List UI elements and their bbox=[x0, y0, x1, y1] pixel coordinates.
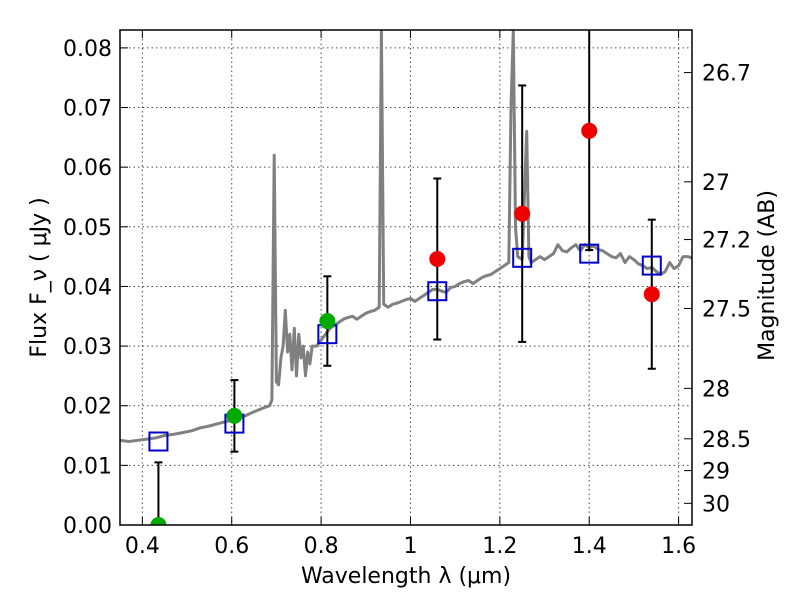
mag-tick-label: 30 bbox=[702, 492, 730, 517]
model-point bbox=[427, 281, 448, 302]
plot-frame bbox=[119, 29, 693, 526]
y-axis-label: Flux F_ν ( μJy ) bbox=[27, 197, 52, 357]
mag-tick-label: 28.5 bbox=[702, 428, 751, 453]
mag-tick-label: 27 bbox=[702, 171, 730, 196]
observed-point bbox=[643, 286, 660, 303]
model-point bbox=[512, 247, 533, 268]
x-tick-label: 1.2 bbox=[482, 534, 517, 559]
x-tick-label: 1.4 bbox=[572, 534, 607, 559]
observed-point bbox=[581, 122, 598, 139]
spectrum-line bbox=[120, 30, 692, 443]
model-point bbox=[148, 431, 169, 452]
x-tick-label: 0.8 bbox=[304, 534, 339, 559]
y-tick-label: 0.00 bbox=[63, 514, 112, 539]
mag-tick-label: 26.7 bbox=[702, 62, 751, 87]
y-tick-label: 0.01 bbox=[63, 454, 112, 479]
x-tick-label: 1 bbox=[403, 534, 417, 559]
observed-point bbox=[319, 313, 336, 330]
observed-point bbox=[150, 517, 167, 525]
model-point bbox=[579, 243, 600, 264]
mag-tick-label: 28 bbox=[702, 377, 730, 402]
x-tick-label: 0.6 bbox=[214, 534, 249, 559]
mag-tick-label: 27.5 bbox=[702, 297, 751, 322]
observed-point bbox=[514, 205, 531, 222]
mag-tick-label: 29 bbox=[702, 460, 730, 485]
x-tick-label: 1.6 bbox=[661, 534, 696, 559]
observed-point bbox=[429, 251, 446, 268]
x-tick-label: 0.4 bbox=[125, 534, 160, 559]
y-tick-label: 0.02 bbox=[63, 395, 112, 420]
y-tick-label: 0.05 bbox=[63, 216, 112, 241]
y-tick-label: 0.04 bbox=[63, 275, 112, 300]
right-axis-label: Magnitude (AB) bbox=[755, 190, 780, 361]
x-axis-label: Wavelength λ (μm) bbox=[301, 564, 511, 589]
observed-point bbox=[226, 407, 243, 424]
y-tick-label: 0.06 bbox=[63, 156, 112, 181]
y-tick-label: 0.07 bbox=[63, 97, 112, 122]
model-point bbox=[641, 255, 662, 276]
mag-tick-label: 27.2 bbox=[702, 229, 751, 254]
y-tick-label: 0.08 bbox=[63, 37, 112, 62]
y-tick-label: 0.03 bbox=[63, 335, 112, 360]
